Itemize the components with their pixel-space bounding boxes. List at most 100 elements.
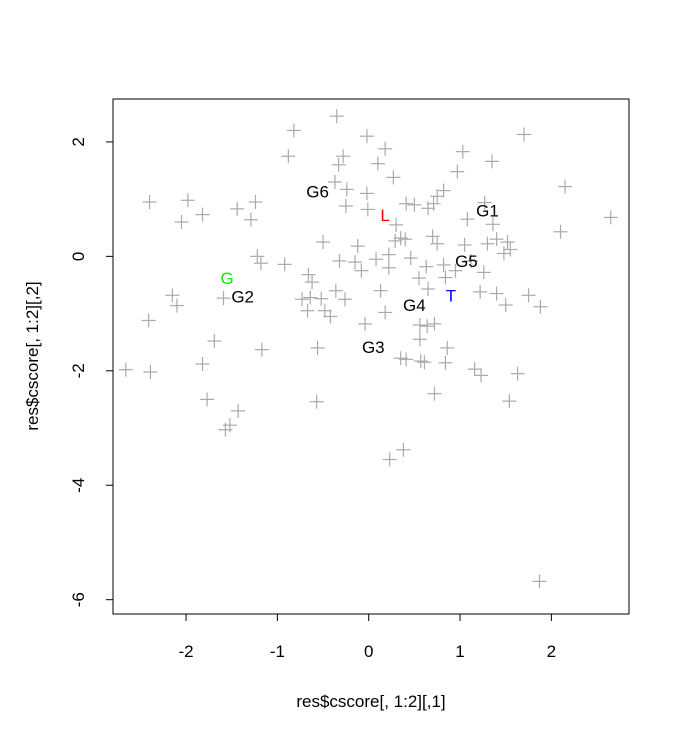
data-point [250,249,265,264]
data-point [378,305,393,320]
data-point [174,215,189,230]
data-point [510,366,525,381]
data-point [142,195,157,209]
point-labels: G6 L G1 G5 GG2 T G4 G3 [221,183,499,357]
data-point [419,259,434,274]
data-point [388,233,403,248]
data-point [359,129,374,144]
x-tick-label: -2 [178,642,193,661]
data-point [473,284,488,299]
data-point [303,290,318,305]
data-point [286,123,301,138]
data-point [195,356,210,371]
data-point [464,253,479,268]
data-point [403,251,418,266]
data-point [316,235,331,250]
data-point [438,355,453,370]
data-point [457,237,472,252]
data-point [301,267,316,282]
data-point [603,210,618,225]
data-point [180,193,195,208]
data-point [370,156,385,171]
data-point [436,257,451,272]
data-point [337,292,352,307]
data-point [450,164,465,179]
data-point [503,242,518,257]
data-point [436,183,451,198]
data-point [498,298,513,312]
x-tick-label: -1 [270,642,285,661]
y-tick-label: 0 [69,252,88,261]
points-layer [118,109,618,589]
data-point [426,196,441,211]
data-point [350,239,365,254]
data-point [421,281,436,296]
point-label: G [221,269,234,288]
data-point [230,201,245,216]
data-point [143,364,158,379]
data-point [558,179,573,194]
y-tick-label: 2 [69,137,88,146]
x-axis: -2 -1 0 1 2 [178,613,556,661]
data-point [393,351,408,366]
data-point [532,574,547,589]
data-point [427,316,442,331]
data-point [327,174,342,189]
data-point [281,149,296,164]
data-point [438,270,453,285]
data-point [521,288,536,303]
data-point [455,144,470,159]
y-axis: -6 -4 -2 0 2 [69,137,114,607]
data-point [300,303,315,318]
data-point [420,319,435,334]
data-point [417,355,432,370]
data-point [489,232,504,247]
data-point [360,202,375,217]
x-tick-label: 1 [455,642,464,661]
data-point [480,236,495,251]
data-point [399,196,414,211]
data-point [314,291,329,306]
data-point [216,291,231,306]
data-point [489,286,504,301]
data-point [310,340,325,355]
data-point [516,127,531,142]
y-axis-title: res$cscore[, 1:2][,2] [23,281,42,430]
data-point [231,403,246,418]
data-point [430,236,445,251]
data-point [496,246,511,261]
data-point [329,109,344,124]
data-point [440,340,455,355]
point-label: G3 [362,338,385,357]
data-point [373,283,388,298]
data-point [336,149,351,164]
data-point [295,292,310,307]
data-point [218,422,233,437]
data-point [381,247,396,262]
data-point [412,318,427,333]
data-point [430,189,445,204]
data-point [399,352,414,367]
data-point [309,394,324,409]
data-point [305,275,320,290]
data-point [382,452,397,467]
data-point [200,392,215,407]
point-label: G2 [231,287,254,306]
data-point [317,303,332,318]
data-point [243,212,258,227]
data-point [407,197,422,212]
data-point [195,207,210,222]
data-point [553,224,568,239]
data-point [359,186,374,201]
data-point [396,442,411,457]
data-point [485,217,500,232]
data-point [328,283,343,298]
data-point [448,263,463,278]
data-point [398,232,413,247]
data-point [339,182,354,197]
data-point [331,157,346,172]
data-point [169,298,184,313]
data-point [502,394,517,409]
data-point [425,229,440,244]
